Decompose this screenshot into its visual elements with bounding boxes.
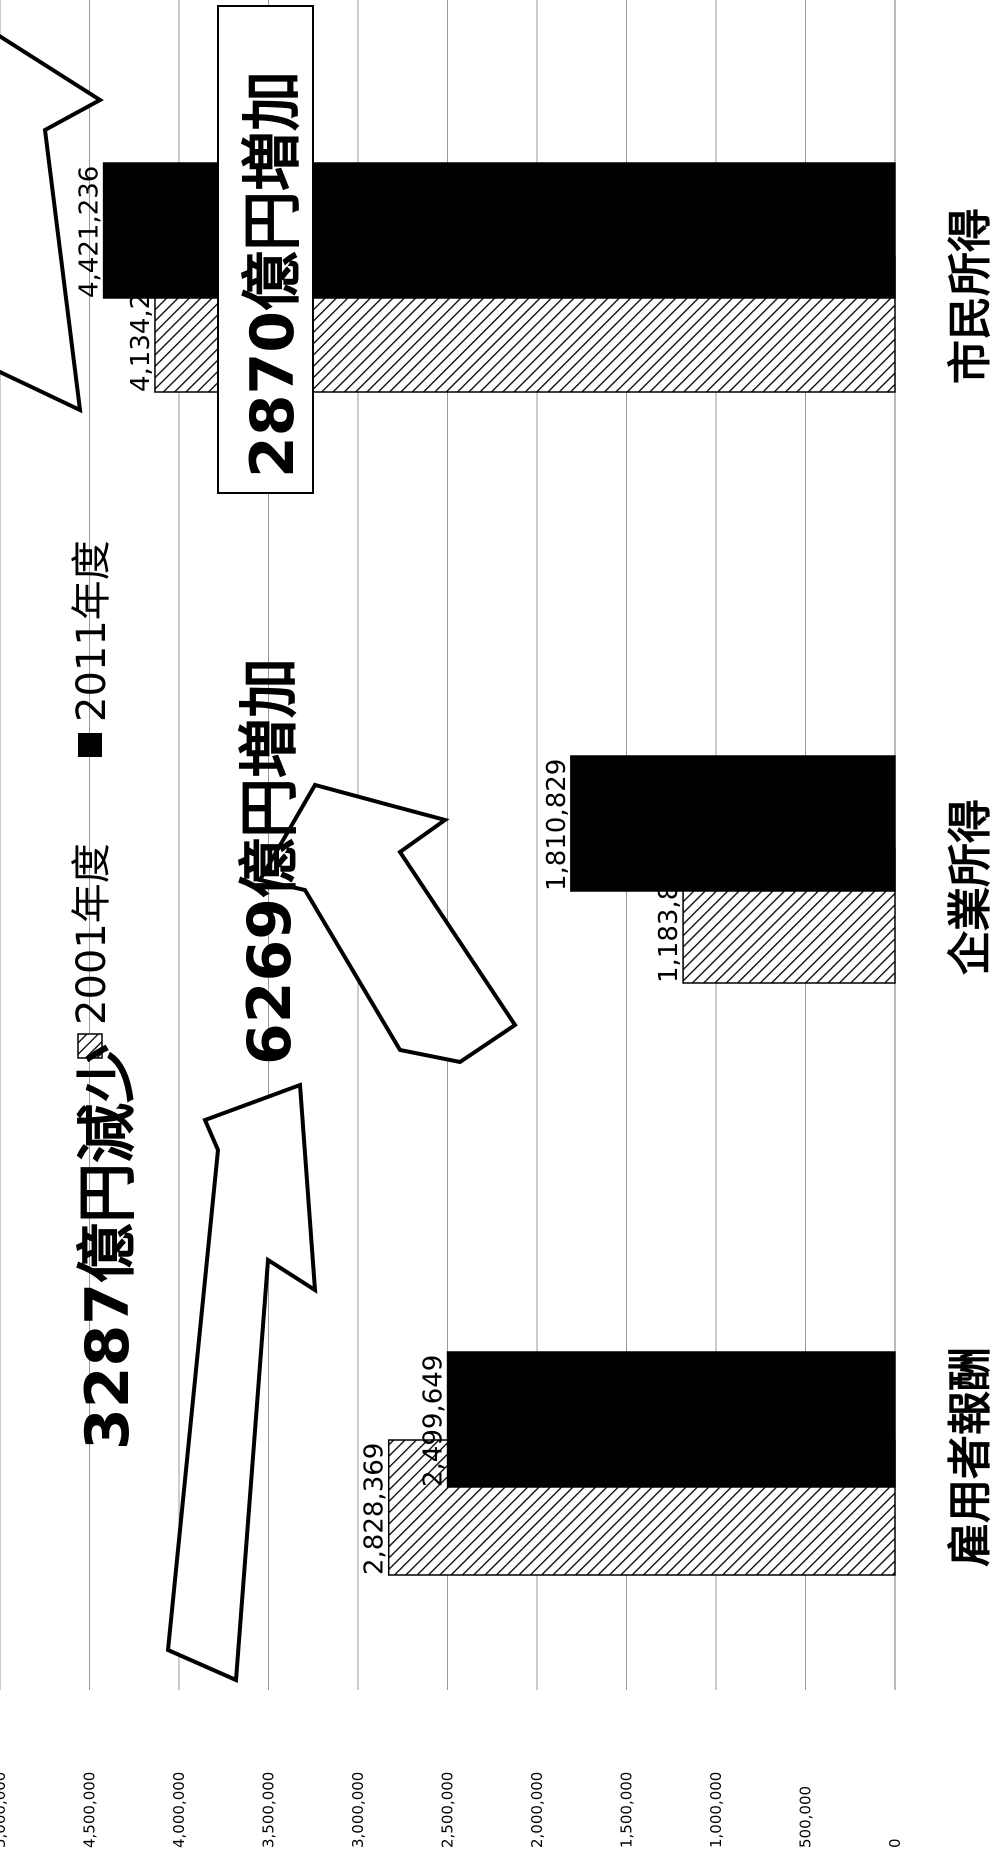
legend-label-2001: 2001年度 — [69, 843, 115, 1025]
value-axis-ticks: 0 500,000 1,000,000 1,500,000 2,000,000 2,500… — [0, 1772, 904, 1848]
tick-label: 2,500,000 — [439, 1772, 457, 1848]
arrow-up-icon — [0, 33, 104, 414]
arrow-up-icon — [256, 782, 518, 1065]
legend-label-2011: 2011年度 — [69, 540, 115, 722]
data-label: 4,421,236 — [75, 166, 105, 298]
tick-label: 0 — [886, 1838, 904, 1848]
bar-2011 — [446, 1351, 896, 1488]
data-label: 1,810,829 — [542, 759, 572, 891]
tick-label: 3,500,000 — [260, 1772, 278, 1848]
tick-label: 3,000,000 — [349, 1772, 367, 1848]
tick-label: 4,000,000 — [170, 1772, 188, 1848]
category-label: 市民所得 — [945, 208, 992, 384]
tick-label: 1,000,000 — [707, 1772, 725, 1848]
legend: 2001年度 2011年度 — [69, 540, 115, 1059]
data-label: 4,134,268 — [126, 260, 156, 392]
legend-swatch-2011 — [78, 733, 102, 757]
tick-label: 4,500,000 — [81, 1772, 99, 1848]
data-labels: 2,828,369 2,499,649 1,183,893 1,810,829 4,13… — [75, 166, 684, 1575]
bar-2011 — [570, 755, 896, 892]
bars — [102, 162, 896, 1576]
data-label: 2,499,649 — [419, 1355, 449, 1487]
legend-swatch-2001 — [77, 1033, 103, 1059]
annotation-box — [217, 5, 314, 494]
category-label: 雇用者報酬 — [945, 1347, 992, 1567]
arrow-down-icon — [165, 1082, 318, 1683]
annotation-label: 2870億円増加 — [238, 71, 308, 478]
data-label: 1,183,893 — [654, 851, 684, 983]
tick-label: 2,000,000 — [528, 1772, 546, 1848]
tick-label: 1,500,000 — [618, 1772, 636, 1848]
annotations: 3287億円減少 6269億円増加 2870億円増加 — [0, 5, 518, 1683]
category-labels: 雇用者報酬 企業所得 市民所得 — [945, 208, 992, 1567]
annotation-label: 6269億円増加 — [235, 658, 305, 1065]
annotation-label: 3287億円減少 — [73, 1043, 143, 1450]
category-label: 企業所得 — [945, 799, 992, 975]
tick-label: 500,000 — [797, 1786, 815, 1848]
data-label: 2,828,369 — [360, 1443, 390, 1575]
tick-label: 5,000,000 — [0, 1772, 9, 1848]
